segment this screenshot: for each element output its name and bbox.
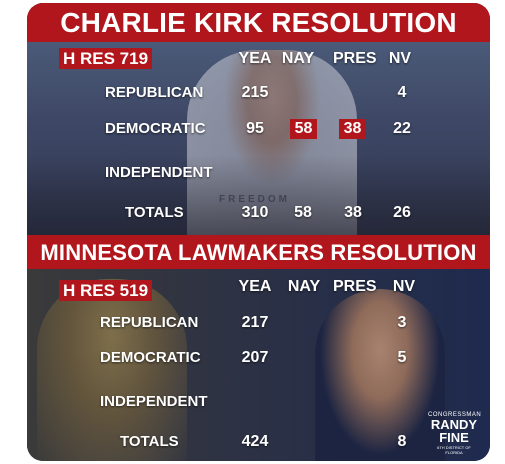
- section2-header-pres: PRES: [333, 278, 377, 295]
- section2-title: MINNESOTA LAWMAKERS RESOLUTION: [27, 235, 490, 269]
- logo-randy: RANDY: [430, 417, 478, 432]
- section2-totals-yea: 424: [241, 433, 269, 450]
- logo-congressman: CONGRESSMAN: [428, 412, 482, 418]
- logo-fine: FINE: [439, 430, 469, 445]
- congressman-photo: [315, 289, 445, 461]
- section1-header-nv: NV: [388, 50, 412, 67]
- section2-totals-nv: 8: [397, 433, 407, 450]
- logo-district: 6TH DISTRICT OF FLORIDA: [437, 445, 471, 455]
- section2-republican-nv: 3: [397, 314, 407, 331]
- section2-header-yea: YEA: [238, 278, 272, 295]
- section1-totals-nv: 26: [393, 204, 411, 221]
- section2-photo-panel: CONGRESSMAN RANDY FINE 6TH DISTRICT OF F…: [27, 269, 490, 461]
- section2-republican-yea: 217: [241, 314, 269, 331]
- infographic-card: CHARLIE KIRK RESOLUTION FREEDOM H RES 71…: [27, 3, 490, 461]
- section1-totals-pres: 38: [344, 204, 362, 221]
- section2-header-nay: NAY: [287, 278, 321, 295]
- lawmaker-photo: [37, 279, 187, 461]
- section1-democratic-nv: 22: [393, 120, 411, 137]
- randy-fine-logo: CONGRESSMAN RANDY FINE 6TH DISTRICT OF F…: [428, 412, 482, 455]
- section2-row-republican: REPUBLICAN: [100, 314, 199, 331]
- section1-totals-yea: 310: [241, 204, 269, 221]
- section1-democratic-nay: 58: [290, 119, 317, 139]
- section1-title: CHARLIE KIRK RESOLUTION: [27, 3, 490, 42]
- section1-republican-yea: 215: [241, 84, 269, 101]
- section1-resolution-label: H RES 719: [59, 48, 153, 69]
- section2-democratic-nv: 5: [397, 349, 407, 366]
- section1-democratic-yea: 95: [246, 120, 264, 137]
- section1-row-democratic: DEMOCRATIC: [105, 120, 206, 137]
- section2-row-totals: TOTALS: [120, 433, 179, 450]
- section1-photo-panel: FREEDOM: [27, 42, 490, 235]
- section1-header-nay: NAY: [281, 50, 315, 67]
- section2-democratic-yea: 207: [241, 349, 269, 366]
- section1-row-totals: TOTALS: [125, 204, 184, 221]
- section1-header-yea: YEA: [238, 50, 272, 67]
- section2-row-democratic: DEMOCRATIC: [100, 349, 201, 366]
- shirt-text: FREEDOM: [219, 194, 290, 205]
- section2-resolution-label: H RES 519: [59, 280, 153, 301]
- section2-row-independent: INDEPENDENT: [100, 393, 208, 410]
- section1-republican-nv: 4: [397, 84, 407, 101]
- section1-row-republican: REPUBLICAN: [105, 84, 204, 101]
- crowd-background: [27, 155, 490, 235]
- section1-democratic-pres: 38: [339, 119, 366, 139]
- section2-header-nv: NV: [392, 278, 416, 295]
- section1-totals-nay: 58: [294, 204, 312, 221]
- section1-row-independent: INDEPENDENT: [105, 164, 213, 181]
- section1-header-pres: PRES: [333, 50, 377, 67]
